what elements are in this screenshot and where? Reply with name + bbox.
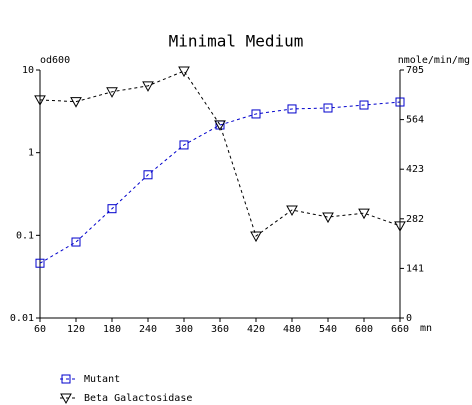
- marker: [179, 140, 189, 150]
- marker: [322, 212, 334, 224]
- x-tick-label: 360: [211, 324, 229, 335]
- y2-tick-label: 0: [406, 313, 412, 324]
- y2-axis-label: nmole/min/mg: [398, 55, 470, 66]
- marker: [286, 205, 298, 217]
- x-tick-label: 540: [319, 324, 337, 335]
- y-axis-label: od600: [40, 55, 70, 66]
- x-tick-label: 300: [175, 324, 193, 335]
- y2-tick-label: 705: [406, 65, 424, 76]
- series-line: [39, 70, 401, 237]
- legend-label: Beta Galactosidase: [84, 393, 192, 404]
- marker: [34, 95, 46, 106]
- x-tick-label: 420: [247, 324, 265, 335]
- x-tick-label: 180: [103, 324, 121, 335]
- series-line: [39, 101, 401, 264]
- marker: [358, 208, 370, 220]
- marker: [60, 393, 72, 405]
- y2-tick-label: 282: [406, 214, 424, 225]
- x-tick-label: 480: [283, 324, 301, 335]
- marker: [142, 81, 154, 92]
- marker: [323, 103, 333, 113]
- marker: [106, 87, 118, 98]
- y-tick-label: 10: [22, 65, 34, 76]
- marker: [143, 170, 153, 180]
- marker: [61, 374, 71, 384]
- x-tick-label: 660: [391, 324, 409, 335]
- marker: [70, 97, 82, 108]
- marker: [178, 66, 190, 78]
- x-tick-label: 60: [34, 324, 46, 335]
- x-tick-label: 600: [355, 324, 373, 335]
- x-tick-label: 240: [139, 324, 157, 335]
- marker: [214, 120, 226, 131]
- marker: [35, 258, 45, 268]
- marker: [287, 104, 297, 114]
- chart-title: Minimal Medium: [169, 32, 304, 51]
- marker: [251, 109, 261, 119]
- legend-label: Mutant: [84, 374, 120, 385]
- y2-tick-label: 141: [406, 263, 424, 274]
- y2-tick-label: 564: [406, 115, 424, 126]
- marker: [359, 100, 369, 110]
- y-tick-label: 0.01: [10, 313, 34, 324]
- marker: [395, 97, 405, 107]
- marker: [107, 204, 117, 214]
- marker: [71, 237, 81, 247]
- marker: [394, 221, 406, 232]
- marker: [250, 231, 262, 243]
- x-tick-label: 120: [67, 324, 85, 335]
- x-axis-label: mn: [420, 323, 432, 334]
- y-tick-label: 0.1: [16, 230, 34, 241]
- y2-tick-label: 423: [406, 164, 424, 175]
- y-tick-label: 1: [28, 148, 34, 159]
